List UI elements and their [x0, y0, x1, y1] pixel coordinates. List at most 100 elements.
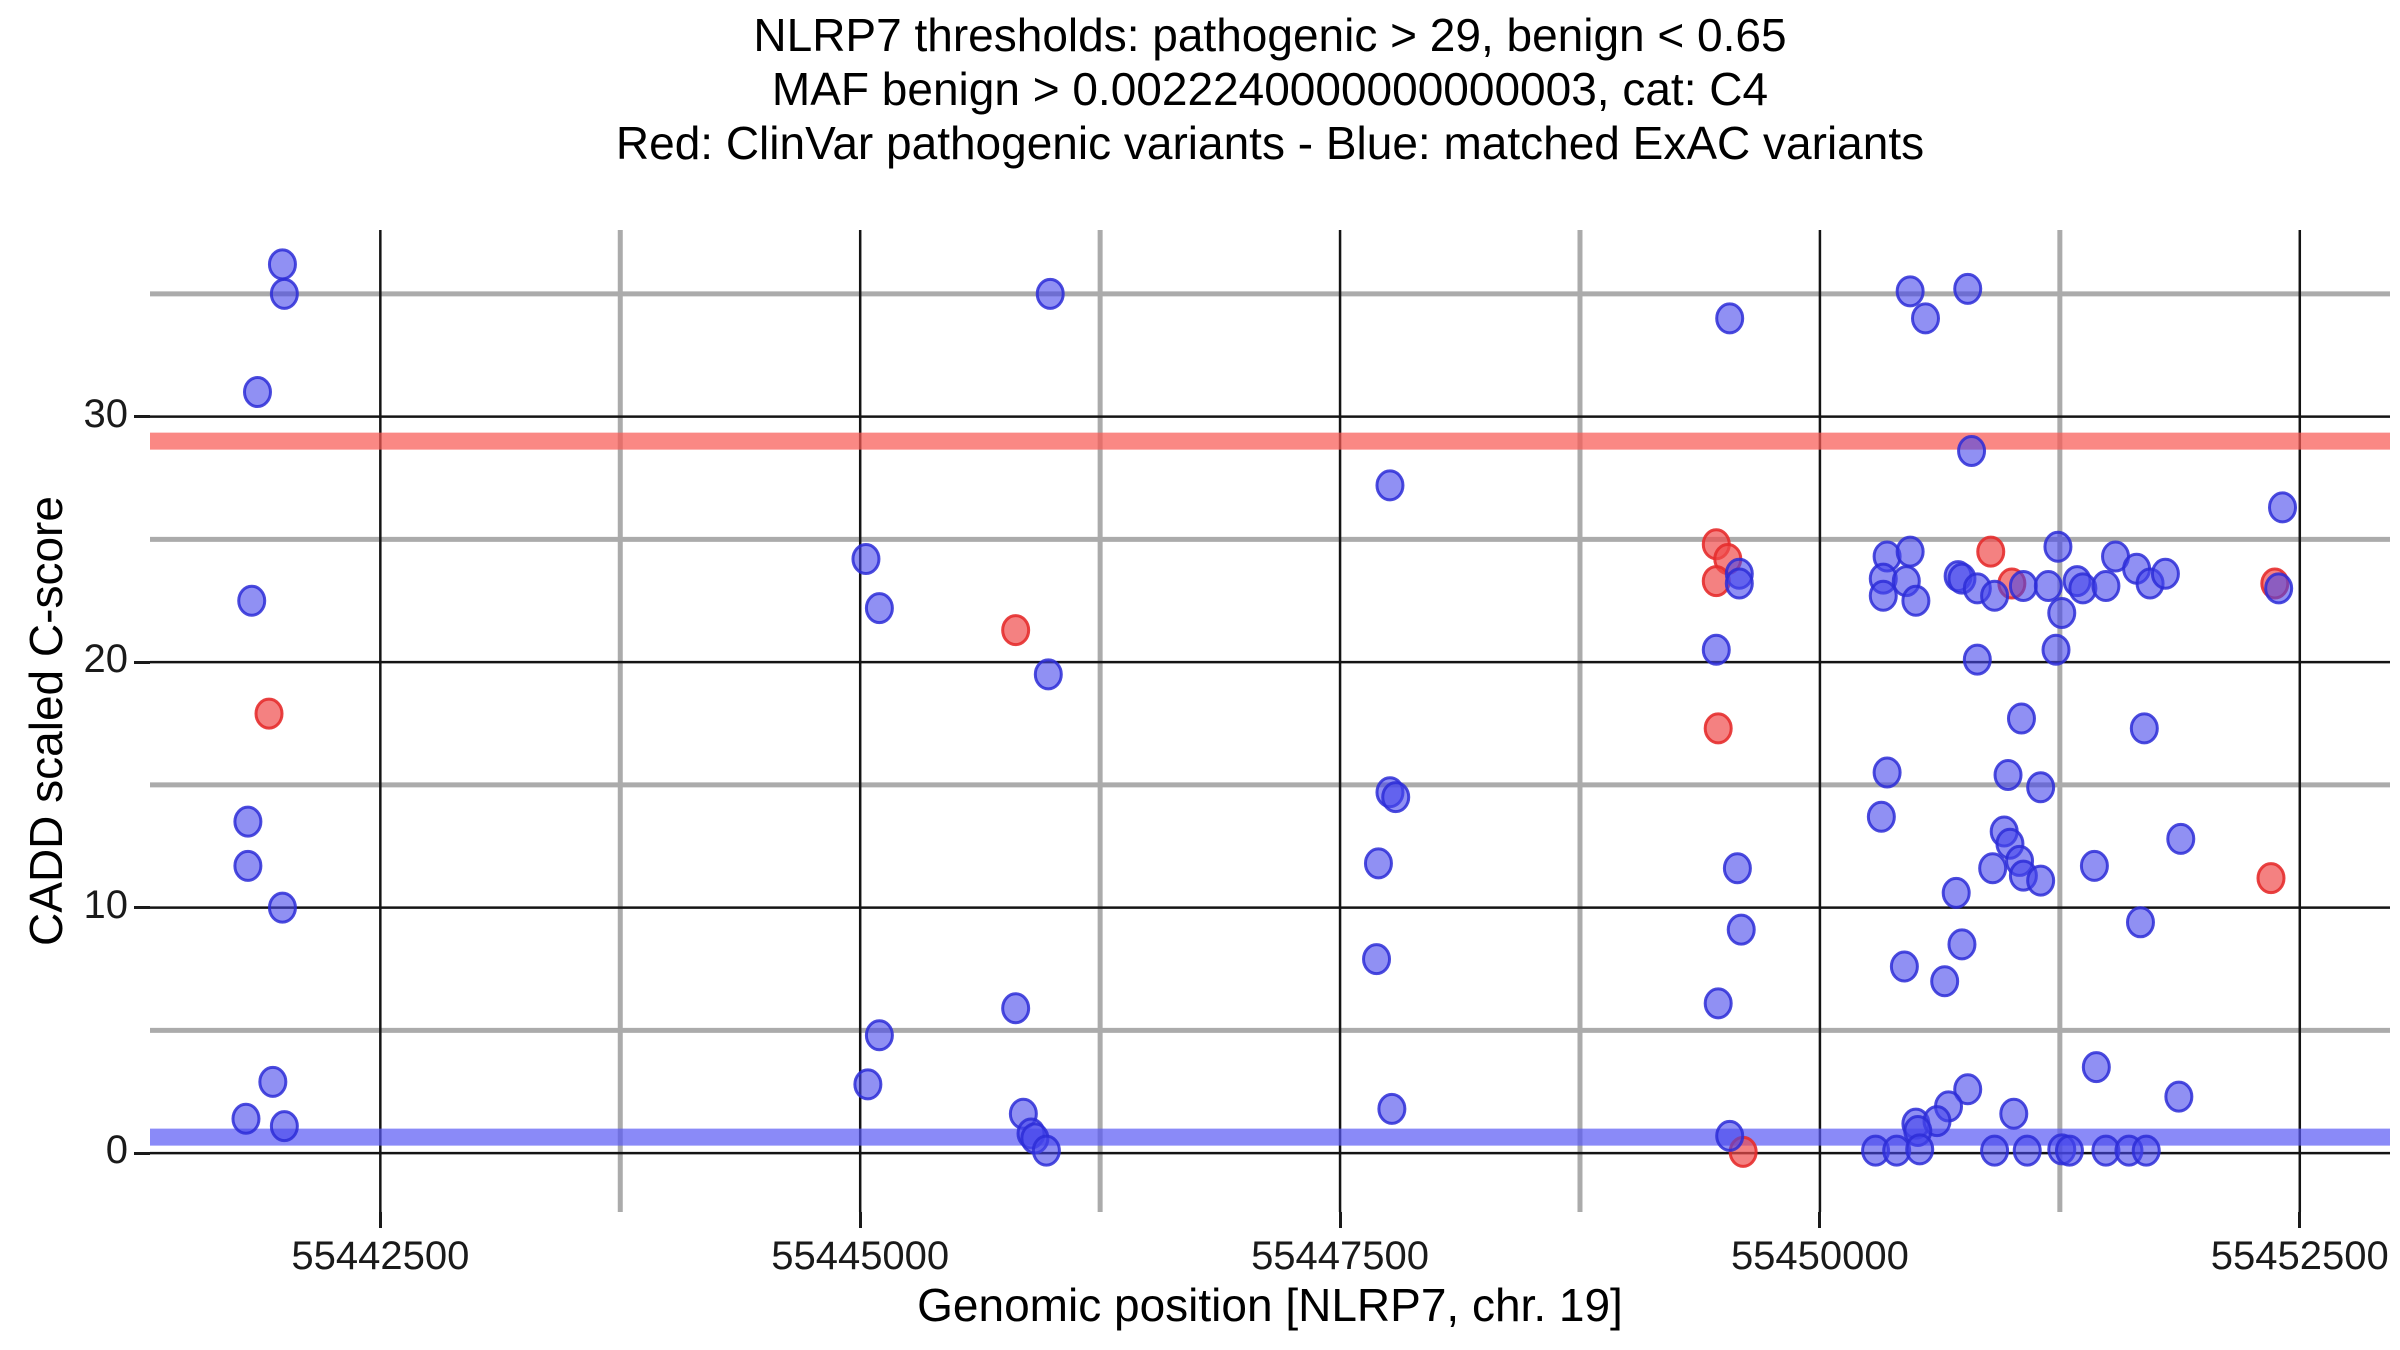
y-axis-title: CADD scaled C-score: [20, 496, 72, 946]
exac-variant-point: [2047, 596, 2077, 629]
exac-variant-point: [2131, 1134, 2161, 1167]
exac-variant-point: [1901, 584, 1931, 617]
exac-variant-point: [1905, 1133, 1935, 1166]
exac-variant-point: [1033, 658, 1063, 691]
pathogenic-variant-point: [1703, 712, 1733, 745]
exac-variant-point: [237, 584, 267, 617]
pathogenic-threshold-band: [150, 432, 2390, 450]
exac-variant-point: [2033, 569, 2063, 602]
exac-variant-point: [1726, 913, 1756, 946]
exac-variant-point: [2012, 1134, 2042, 1167]
plot-svg: [150, 230, 2390, 1212]
x-axis-tick-label: 55445000: [771, 1234, 950, 1278]
chart-title: NLRP7 thresholds: pathogenic > 29, benig…: [150, 8, 2390, 170]
exac-variant-point: [1866, 800, 1896, 833]
benign-threshold-band: [150, 1128, 2390, 1146]
exac-variant-point: [1953, 1073, 1983, 1106]
exac-variant-point: [864, 1019, 894, 1052]
exac-variant-point: [1872, 756, 1902, 789]
chart-title-line-2: MAF benign > 0.0022240000000000003, cat:…: [771, 63, 1769, 115]
exac-variant-point: [851, 542, 881, 575]
exac-variant-point: [1722, 852, 1752, 885]
chart-title-line-3: Red: ClinVar pathogenic variants - Blue:…: [615, 117, 1925, 169]
exac-variant-point: [269, 277, 299, 310]
y-axis-tick: [134, 1151, 150, 1155]
y-axis-tick-label: 30: [83, 391, 129, 436]
exac-variant-point: [258, 1065, 288, 1098]
x-axis-tick-label: 55450000: [1730, 1234, 1909, 1278]
exac-variant-point: [2264, 572, 2294, 605]
exac-variant-point: [1375, 469, 1405, 502]
exac-variant-point: [2041, 633, 2071, 666]
pathogenic-variant-point: [2256, 862, 2286, 895]
x-axis-title: Genomic position [NLRP7, chr. 19]: [917, 1279, 1623, 1331]
y-axis-tick: [134, 660, 150, 664]
exac-variant-point: [1715, 1119, 1745, 1152]
exac-variant-point: [2079, 849, 2109, 882]
exac-variant-point: [1895, 535, 1925, 568]
x-axis-tick: [1818, 1212, 1822, 1228]
exac-variant-point: [1980, 579, 2010, 612]
exac-variant-point: [1889, 950, 1919, 983]
chart-title-line-1: NLRP7 thresholds: pathogenic > 29, benig…: [753, 9, 1787, 61]
exac-variant-point: [2150, 557, 2180, 590]
exac-variant-point: [853, 1068, 883, 1101]
exac-variant-point: [1930, 965, 1960, 998]
x-axis-tick: [2298, 1212, 2302, 1228]
exac-variant-point: [1703, 987, 1733, 1020]
exac-variant-point: [2054, 1134, 2084, 1167]
pathogenic-variant-point: [1976, 535, 2006, 568]
exac-variant-point: [1715, 302, 1745, 335]
exac-variant-point: [2091, 569, 2121, 602]
pathogenic-variant-point: [254, 697, 284, 730]
exac-variant-point: [1947, 928, 1977, 961]
plot-panel: [150, 230, 2390, 1212]
exac-variant-point: [2268, 491, 2298, 524]
exac-variant-point: [231, 1102, 261, 1135]
exac-variant-point: [1962, 643, 1992, 676]
x-axis-tick-label: 55447500: [1251, 1234, 1430, 1278]
exac-variant-point: [2125, 906, 2155, 939]
y-axis-tick-label: 10: [83, 882, 129, 927]
y-axis-tick-label: 0: [105, 1128, 128, 1173]
exac-variant-point: [1980, 1134, 2010, 1167]
x-axis-tick-label: 55452500: [2210, 1234, 2389, 1278]
exac-variant-point: [1031, 1134, 1061, 1167]
exac-variant-point: [2164, 1080, 2194, 1113]
y-axis-tick: [134, 415, 150, 419]
exac-variant-point: [233, 849, 263, 882]
x-axis-tick: [858, 1212, 862, 1228]
exac-variant-point: [2026, 771, 2056, 804]
exac-variant-point: [1941, 876, 1971, 909]
exac-variant-point: [1701, 633, 1731, 666]
x-axis-tick-label: 55442500: [291, 1234, 470, 1278]
exac-variant-point: [2008, 569, 2038, 602]
exac-variant-point: [1993, 759, 2023, 792]
exac-variant-point: [1377, 1092, 1407, 1125]
exac-variant-point: [2006, 702, 2036, 735]
exac-variant-point: [2166, 822, 2196, 855]
exac-variant-point: [1363, 847, 1393, 880]
exac-variant-point: [269, 1110, 299, 1143]
exac-variant-point: [1362, 943, 1392, 976]
exac-variant-point: [1999, 1097, 2029, 1130]
exac-variant-point: [1910, 302, 1940, 335]
exac-variant-point: [1978, 852, 2008, 885]
exac-variant-point: [1001, 992, 1031, 1025]
exac-variant-point: [864, 592, 894, 625]
exac-variant-point: [1724, 567, 1754, 600]
exac-variant-point: [233, 805, 263, 838]
exac-variant-point: [242, 376, 272, 409]
pathogenic-variant-point: [1001, 614, 1031, 647]
exac-variant-point: [267, 891, 297, 924]
exac-variant-point: [1035, 277, 1065, 310]
y-axis-tick: [134, 906, 150, 910]
exac-variant-point: [2129, 712, 2159, 745]
y-axis-tick-label: 20: [83, 637, 129, 682]
exac-variant-point: [2026, 864, 2056, 897]
exac-variant-point: [1868, 579, 1898, 612]
exac-variant-point: [1381, 781, 1411, 814]
exac-variant-point: [1953, 272, 1983, 305]
x-axis-tick: [1338, 1212, 1342, 1228]
